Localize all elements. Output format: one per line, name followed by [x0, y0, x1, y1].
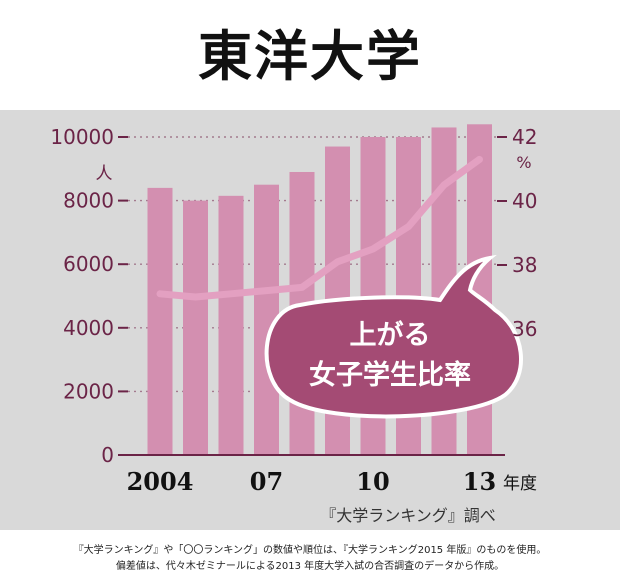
y-left-tick-label: 10000 — [50, 125, 114, 149]
footnote-line-1: 『大学ランキング』や「〇〇ランキング」の数値や順位は、『大学ランキング2015 … — [73, 545, 547, 556]
bar — [147, 187, 173, 455]
callout-line-2: 女子学生比率 — [309, 359, 471, 391]
y-left-tick-label: 4000 — [63, 316, 114, 340]
y-left-tick-label: 2000 — [63, 379, 114, 403]
y-right-unit: % — [516, 153, 531, 172]
source-note: 『大学ランキング』調べ — [320, 506, 496, 525]
y-left-unit: 人 — [96, 164, 113, 184]
x-tick-label: 2004 — [127, 467, 194, 496]
x-tick-label: 07 — [250, 467, 283, 496]
axis-labels: 0 2000 4000 6000 8000 10000 人 36 38 40 42% 2004 07 10… — [50, 125, 537, 525]
chart-title: 東洋大学 — [198, 25, 422, 88]
y-right-tick-label: 40 — [512, 189, 537, 213]
line-series — [156, 155, 483, 301]
y-left-tick-label: 0 — [101, 443, 114, 467]
bar — [218, 195, 244, 455]
callout-line-1: 上がる — [350, 319, 431, 351]
line-series-path — [156, 155, 483, 301]
y-left-tick-label: 8000 — [63, 189, 114, 213]
x-tick-label: 13 — [463, 467, 496, 496]
y-left-tick-label: 6000 — [63, 252, 114, 276]
y-right-tick-label: 42 — [512, 125, 537, 149]
callout-shape — [264, 254, 523, 419]
y-right-tick-label: 36 — [512, 317, 537, 341]
y-right-tick-label: 38 — [512, 253, 537, 277]
bar — [183, 200, 208, 455]
x-tick-label: 10 — [356, 467, 389, 496]
x-unit: 年度 — [503, 474, 537, 494]
footnote-line-2: 偏差値は、代々木ゼミナールによる2013 年度大学入試の合否調査のデータから作成… — [115, 561, 505, 572]
